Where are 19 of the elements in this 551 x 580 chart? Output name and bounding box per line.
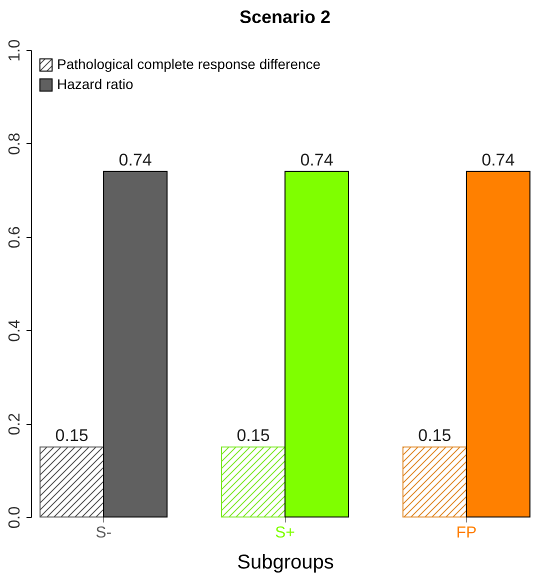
y-tick-label: 0.4	[6, 319, 24, 342]
x-tick-label: FP	[456, 524, 477, 542]
x-tick-label: S-	[96, 524, 112, 542]
x-axis-title: Subgroups	[237, 552, 334, 574]
chart-title: Scenario 2	[239, 6, 331, 27]
y-tick-label: 1.0	[6, 39, 24, 62]
y-tick-label: 0.2	[6, 412, 24, 436]
y-tick-label: 0.6	[6, 226, 24, 248]
legend-label: Pathological complete response difference	[57, 56, 321, 72]
data-label: 0.15	[55, 426, 88, 445]
y-tick-label: 0.0	[6, 506, 24, 529]
data-label: 0.74	[300, 150, 334, 170]
legend-label: Hazard ratio	[57, 76, 134, 92]
data-label: 0.74	[118, 150, 152, 170]
data-label: 0.15	[236, 426, 270, 445]
data-label: 0.15	[418, 426, 452, 445]
data-label: 0.74	[482, 150, 515, 170]
x-tick-label: S+	[274, 524, 296, 542]
y-tick-label: 0.8	[6, 132, 24, 156]
